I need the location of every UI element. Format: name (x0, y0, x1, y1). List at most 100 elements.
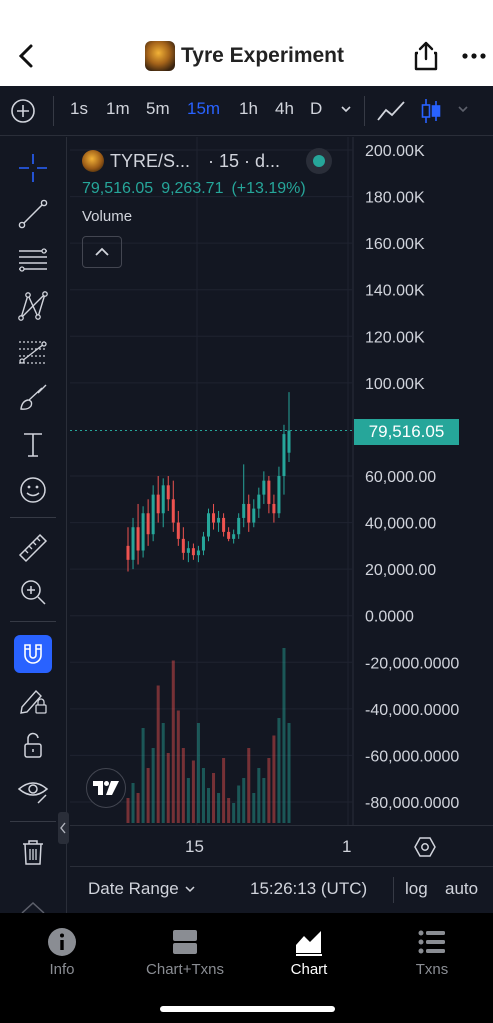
visibility-tool[interactable] (14, 771, 52, 809)
tradingview-logo[interactable] (86, 768, 126, 808)
line-chart-icon[interactable] (376, 98, 406, 124)
text-tool[interactable] (14, 425, 52, 463)
horizontal-lines-tool[interactable] (14, 241, 52, 279)
toolbar-collapse-toggle[interactable] (58, 812, 69, 844)
candle-body (166, 485, 170, 500)
zoom-in-tool[interactable] (14, 573, 52, 611)
legend-prices: 79,516.05 9,263.71 (+13.19%) (82, 180, 306, 198)
lock-tool[interactable] (14, 727, 52, 765)
auto-scale-toggle[interactable]: auto (445, 879, 479, 898)
volume-bar (126, 798, 130, 823)
price-axis-label: 180.00K (365, 190, 425, 207)
tab-chart-txns[interactable]: Chart+Txns (130, 927, 240, 987)
price-axis-label: 140.00K (365, 283, 425, 300)
more-horizontal-icon[interactable] (460, 40, 488, 72)
tab-label: Chart (290, 961, 328, 978)
chevron-down-icon[interactable] (339, 102, 353, 116)
crosshair-tool[interactable] (14, 149, 52, 187)
legend-last-price: 79,516.05 (82, 180, 154, 197)
candle-body (247, 503, 251, 523)
divider (10, 821, 56, 822)
volume-bar (247, 748, 251, 823)
symbol-legend[interactable]: TYRE/S... · 15 · d... (82, 148, 280, 174)
eye-icon (17, 782, 49, 804)
volume-bar (252, 793, 256, 823)
market-status[interactable] (306, 148, 332, 174)
candle-body (217, 517, 221, 523)
candle-body (191, 548, 195, 556)
tab-info[interactable]: Info (7, 927, 117, 987)
magnet-icon (24, 644, 42, 664)
utc-clock[interactable]: 15:26:13 (UTC) (250, 879, 368, 898)
timeframe-d[interactable]: D (310, 99, 323, 118)
price-axis-label: -80,000.0000 (365, 795, 459, 812)
price-axis-label: 100.00K (365, 376, 425, 393)
magnet-tool[interactable] (14, 635, 52, 673)
time-axis[interactable]: 15 1 (70, 825, 493, 867)
timeframe-5m[interactable]: 5m (146, 99, 170, 118)
trash-tool[interactable] (14, 833, 52, 871)
more-tools[interactable] (14, 883, 52, 913)
trend-line-tool[interactable] (14, 195, 52, 233)
chart-settings-icon[interactable] (412, 834, 438, 860)
candle-body (232, 534, 236, 539)
pattern-tool[interactable] (14, 287, 52, 325)
candle-body (141, 513, 145, 551)
add-indicator-icon[interactable] (10, 98, 36, 124)
brush-icon (20, 384, 47, 410)
emoji-tool[interactable] (14, 471, 52, 509)
page-title-text: Tyre Experiment (181, 44, 345, 67)
app-header: Tyre Experiment (0, 0, 493, 86)
chevron-up-icon (21, 901, 45, 913)
tab-txns[interactable]: Txns (377, 927, 487, 987)
pattern-icon (18, 291, 48, 321)
volume-label: Volume (82, 208, 133, 225)
share-icon[interactable] (412, 40, 440, 72)
volume-bar (277, 718, 281, 823)
candle-body (161, 485, 165, 514)
area-chart-icon (296, 931, 322, 956)
price-axis-label: 40,000.00 (365, 516, 436, 533)
symbol-name: TYRE/S... (110, 150, 191, 171)
tab-label: Info (49, 961, 75, 978)
volume-bar (181, 748, 185, 823)
legend-change: 9,263.71 (161, 180, 224, 197)
lock-drawing-tool[interactable] (14, 681, 52, 719)
candle-body (196, 550, 200, 556)
candlestick-icon[interactable] (420, 97, 442, 125)
volume-bar (206, 788, 211, 823)
timeframe-1s[interactable]: 1s (70, 99, 88, 118)
chevron-left-icon[interactable] (12, 40, 40, 72)
price-axis-label: 20,000.00 (365, 562, 436, 579)
volume-bar (272, 735, 276, 823)
price-axis-label: 160.00K (365, 236, 425, 253)
brush-tool[interactable] (14, 379, 52, 417)
list-icon (418, 930, 445, 954)
timeframe-15m[interactable]: 15m (187, 99, 221, 118)
log-scale-toggle[interactable]: log (405, 879, 428, 898)
tab-label: Chart+Txns (146, 961, 224, 978)
tab-chart[interactable]: Chart (254, 927, 364, 987)
trash-icon (23, 840, 43, 865)
tradingview-logo-icon (93, 781, 119, 795)
current-price-tag: 79,516.05 (354, 419, 459, 445)
chevron-up-icon (95, 247, 109, 256)
collapse-indicators-button[interactable] (82, 236, 122, 268)
volume-bar (166, 753, 170, 823)
volume-bar (151, 748, 155, 823)
timeframe-1h[interactable]: 1h (239, 99, 258, 118)
volume-bar (136, 793, 140, 823)
chevron-down-icon[interactable] (456, 102, 470, 116)
price-axis-label: 120.00K (365, 329, 425, 346)
date-range-button[interactable]: Date Range (88, 879, 197, 899)
fib-tool[interactable] (14, 333, 52, 371)
price-chart[interactable]: 200.00K 180.00K 160.00K 140.00K 120.00K 100.0… (70, 137, 493, 825)
timeframe-1m[interactable]: 1m (106, 99, 130, 118)
timeframe-4h[interactable]: 4h (275, 99, 294, 118)
volume-bar (186, 778, 190, 823)
ruler-tool[interactable] (14, 529, 52, 567)
candle-body (126, 545, 130, 560)
volume-bar (282, 648, 286, 823)
candle-body (282, 434, 286, 476)
fib-icon (19, 341, 47, 364)
